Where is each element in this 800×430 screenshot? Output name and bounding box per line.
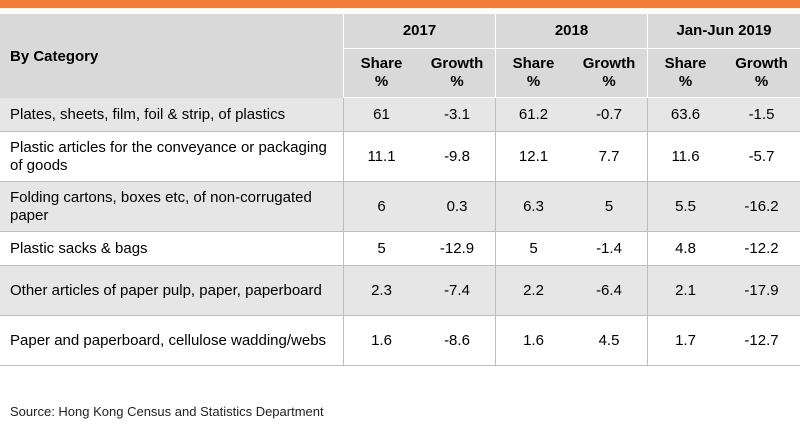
growth-header: Growth% bbox=[582, 55, 636, 90]
growth-value: -3.1 bbox=[444, 105, 470, 123]
table-body: Plates, sheets, film, foil & strip, of p… bbox=[0, 98, 800, 366]
growth-value: -12.9 bbox=[439, 239, 475, 257]
share-value: 1.7 bbox=[647, 316, 723, 365]
share-value: 6.3 bbox=[495, 182, 571, 231]
share-value: 61.2 bbox=[495, 98, 571, 131]
share-value: 5 bbox=[343, 232, 419, 265]
table-row: Plastic articles for the conveyance or p… bbox=[0, 132, 800, 182]
share-header: Share% bbox=[647, 49, 723, 97]
growth-value: 5 bbox=[604, 197, 614, 215]
share-value: 6 bbox=[343, 182, 419, 231]
growth-value: -5.7 bbox=[748, 147, 775, 165]
growth-value: -17.9 bbox=[744, 281, 779, 299]
growth-header: Growth% bbox=[430, 55, 484, 90]
growth-value: -16.2 bbox=[744, 197, 779, 215]
category-cell: Folding cartons, boxes etc, of non-corru… bbox=[10, 188, 312, 224]
share-header: Share% bbox=[343, 49, 419, 97]
share-value: 11.1 bbox=[343, 132, 419, 181]
table-row: Plates, sheets, film, foil & strip, of p… bbox=[0, 98, 800, 132]
category-cell: Plastic articles for the conveyance or p… bbox=[10, 138, 327, 174]
table-row: Folding cartons, boxes etc, of non-corru… bbox=[0, 182, 800, 232]
growth-value: -6.4 bbox=[596, 281, 622, 299]
share-value: 2.2 bbox=[495, 266, 571, 315]
top-accent-bar bbox=[0, 0, 800, 8]
table-row: Other articles of paper pulp, paper, pap… bbox=[0, 266, 800, 316]
growth-value: -7.4 bbox=[444, 281, 470, 299]
share-value: 4.8 bbox=[647, 232, 723, 265]
share-value: 61 bbox=[343, 98, 419, 131]
growth-value: 0.3 bbox=[446, 197, 468, 215]
growth-value: 7.7 bbox=[598, 147, 620, 165]
category-cell: Plates, sheets, film, foil & strip, of p… bbox=[10, 105, 286, 123]
table-header: By Category 2017 2018 Jan-Jun 2019 Share… bbox=[0, 14, 800, 98]
share-value: 63.6 bbox=[647, 98, 723, 131]
year-header-2019: Jan-Jun 2019 bbox=[647, 14, 800, 48]
growth-value: -12.7 bbox=[744, 331, 779, 349]
share-value: 11.6 bbox=[647, 132, 723, 181]
growth-value: -9.8 bbox=[444, 147, 470, 165]
category-cell: Paper and paperboard, cellulose wadding/… bbox=[10, 331, 327, 349]
growth-value: -12.2 bbox=[744, 239, 779, 257]
share-header: Share% bbox=[495, 49, 571, 97]
category-cell: Other articles of paper pulp, paper, pap… bbox=[10, 281, 322, 299]
growth-value: 4.5 bbox=[598, 331, 620, 349]
growth-value: -1.4 bbox=[596, 239, 622, 257]
category-header: By Category bbox=[10, 47, 99, 65]
growth-header: Growth% bbox=[735, 55, 788, 90]
source-note: Source: Hong Kong Census and Statistics … bbox=[10, 404, 324, 419]
category-cell: Plastic sacks & bags bbox=[10, 239, 148, 257]
growth-value: -8.6 bbox=[444, 331, 470, 349]
growth-value: -0.7 bbox=[596, 105, 622, 123]
share-value: 5 bbox=[495, 232, 571, 265]
growth-value: -1.5 bbox=[748, 105, 775, 123]
share-value: 2.3 bbox=[343, 266, 419, 315]
share-value: 5.5 bbox=[647, 182, 723, 231]
share-value: 1.6 bbox=[495, 316, 571, 365]
table-row: Paper and paperboard, cellulose wadding/… bbox=[0, 316, 800, 366]
year-header-2017: 2017 bbox=[343, 14, 495, 48]
category-table: By Category 2017 2018 Jan-Jun 2019 Share… bbox=[0, 14, 800, 366]
year-header-2018: 2018 bbox=[495, 14, 647, 48]
table-row: Plastic sacks & bags 5 -12.9 5 -1.4 4.8 -12.2 bbox=[0, 232, 800, 266]
share-value: 2.1 bbox=[647, 266, 723, 315]
share-value: 12.1 bbox=[495, 132, 571, 181]
share-value: 1.6 bbox=[343, 316, 419, 365]
